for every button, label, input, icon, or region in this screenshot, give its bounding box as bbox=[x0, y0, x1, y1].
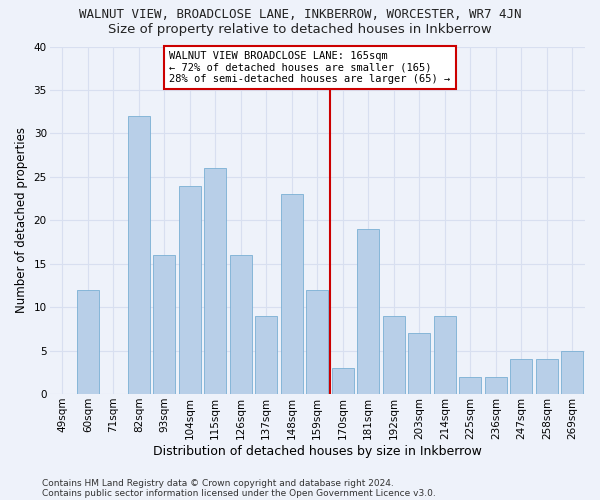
Bar bbox=[434, 316, 455, 394]
Bar bbox=[383, 316, 404, 394]
Bar bbox=[358, 229, 379, 394]
Text: WALNUT VIEW, BROADCLOSE LANE, INKBERROW, WORCESTER, WR7 4JN: WALNUT VIEW, BROADCLOSE LANE, INKBERROW,… bbox=[79, 8, 521, 20]
Bar bbox=[332, 368, 353, 394]
Bar bbox=[205, 168, 226, 394]
Bar bbox=[409, 333, 430, 394]
Text: Contains HM Land Registry data © Crown copyright and database right 2024.: Contains HM Land Registry data © Crown c… bbox=[42, 478, 394, 488]
X-axis label: Distribution of detached houses by size in Inkberrow: Distribution of detached houses by size … bbox=[153, 444, 482, 458]
Bar bbox=[307, 290, 328, 394]
Bar bbox=[511, 360, 532, 394]
Text: Contains public sector information licensed under the Open Government Licence v3: Contains public sector information licen… bbox=[42, 488, 436, 498]
Y-axis label: Number of detached properties: Number of detached properties bbox=[15, 128, 28, 314]
Bar bbox=[154, 255, 175, 394]
Bar bbox=[230, 255, 251, 394]
Bar bbox=[77, 290, 98, 394]
Bar bbox=[281, 194, 302, 394]
Text: Size of property relative to detached houses in Inkberrow: Size of property relative to detached ho… bbox=[108, 22, 492, 36]
Text: WALNUT VIEW BROADCLOSE LANE: 165sqm
← 72% of detached houses are smaller (165)
2: WALNUT VIEW BROADCLOSE LANE: 165sqm ← 72… bbox=[169, 51, 451, 84]
Bar bbox=[536, 360, 557, 394]
Bar bbox=[128, 116, 149, 394]
Bar bbox=[460, 376, 481, 394]
Bar bbox=[256, 316, 277, 394]
Bar bbox=[179, 186, 200, 394]
Bar bbox=[485, 376, 506, 394]
Bar bbox=[562, 350, 583, 394]
